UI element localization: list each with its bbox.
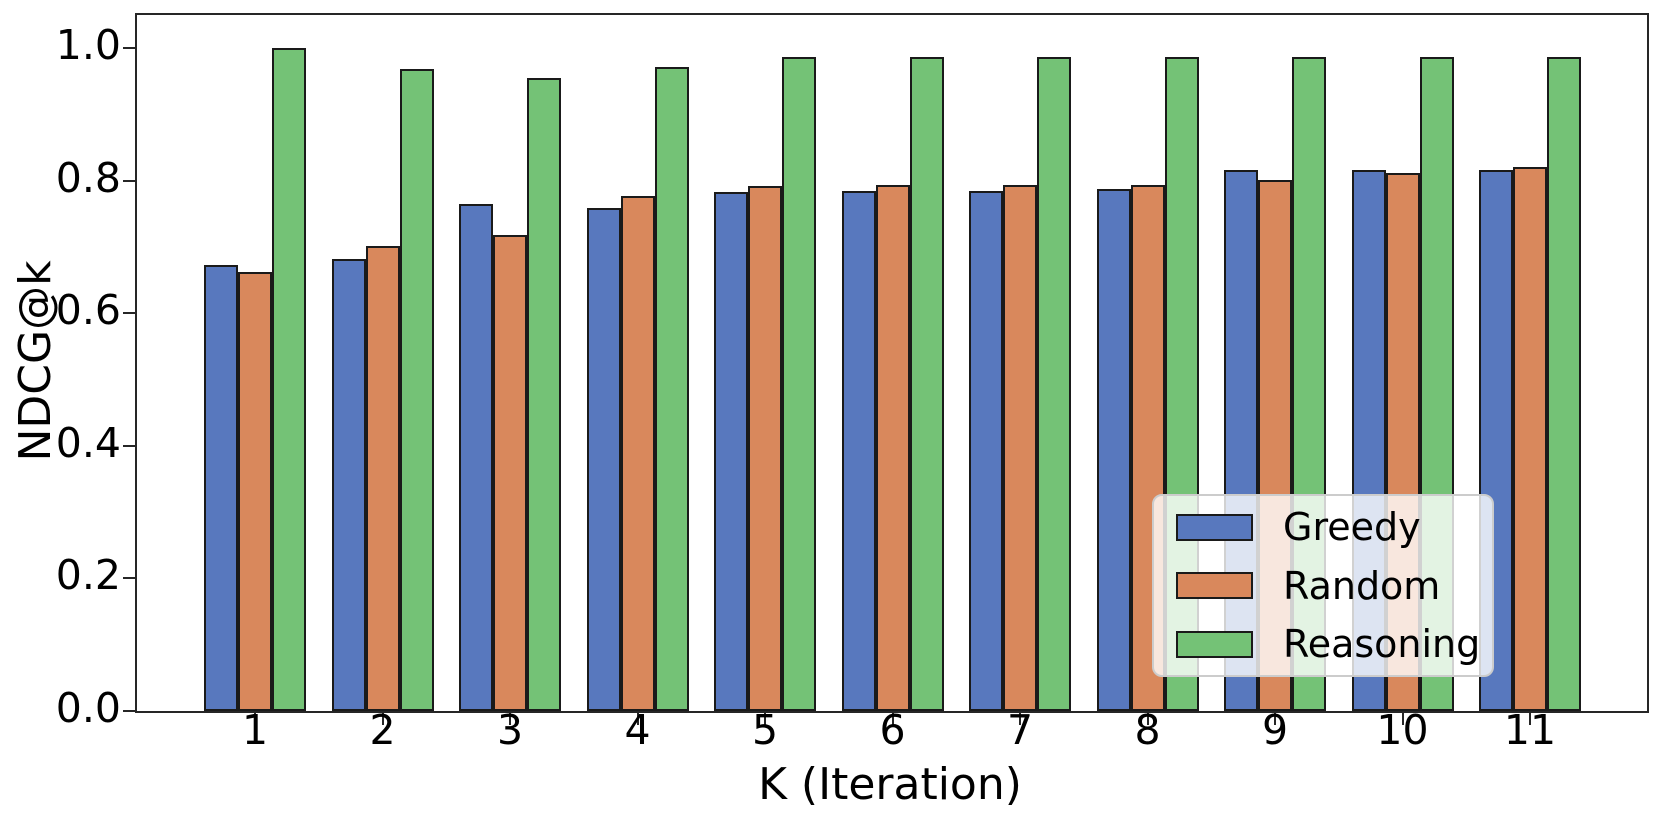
- bar-reasoning-k11: [1547, 57, 1581, 711]
- x-tick-label: 9: [1261, 706, 1289, 754]
- greedy-swatch-icon: [1176, 513, 1253, 541]
- y-tick-label: 0.2: [55, 551, 121, 600]
- legend-item-greedy: Greedy: [1176, 508, 1492, 546]
- y-tick-mark: [123, 444, 135, 447]
- x-tick-mark: [1019, 713, 1021, 725]
- bar-greedy-k1: [204, 265, 238, 711]
- y-tick-mark: [123, 179, 135, 182]
- x-tick-label: 7: [1006, 706, 1034, 754]
- x-tick-label: 8: [1134, 706, 1161, 754]
- x-tick-label: 4: [624, 706, 651, 754]
- x-tick-mark: [509, 713, 511, 725]
- bar-greedy-k2: [331, 259, 366, 711]
- bar-reasoning-k6: [909, 57, 944, 711]
- bar-reasoning-k4: [654, 67, 689, 711]
- bar-reasoning-k5: [782, 57, 816, 711]
- x-tick-mark: [764, 713, 766, 725]
- y-tick-mark: [123, 312, 135, 315]
- y-tick-mark: [123, 47, 135, 49]
- legend-item-random: Random: [1176, 567, 1492, 605]
- x-axis-label: K (Iteration): [758, 759, 1022, 810]
- x-tick-mark: [1146, 713, 1149, 725]
- bar-greedy-k5: [714, 192, 748, 711]
- x-tick-mark: [381, 713, 384, 725]
- bar-greedy-k3: [459, 204, 493, 711]
- bar-random-k5: [748, 186, 782, 711]
- bar-reasoning-k3: [527, 78, 561, 711]
- legend-label-reasoning: Reasoning: [1283, 622, 1481, 666]
- x-tick-mark: [1274, 713, 1276, 725]
- bar-random-k11: [1513, 167, 1547, 711]
- x-tick-mark: [1529, 713, 1531, 725]
- y-tick-mark: [123, 710, 135, 712]
- y-tick-label: 0.6: [55, 286, 121, 335]
- y-tick-label: 0.0: [55, 684, 121, 732]
- bar-random-k6: [875, 185, 910, 711]
- legend: Greedy Random Reasoning: [1152, 494, 1494, 677]
- bar-greedy-k8: [1096, 189, 1131, 711]
- bar-random-k4: [620, 196, 655, 711]
- y-tick-label: 0.8: [55, 153, 121, 202]
- y-tick-label: 0.4: [55, 418, 121, 467]
- legend-label-random: Random: [1283, 563, 1441, 608]
- x-tick-label: 2: [369, 706, 396, 754]
- x-tick-label: 5: [751, 706, 779, 754]
- bar-greedy-k4: [586, 208, 621, 711]
- bar-random-k3: [493, 235, 527, 711]
- legend-label-greedy: Greedy: [1283, 505, 1421, 549]
- x-tick-label: 1: [241, 706, 269, 754]
- x-tick-label: 3: [496, 706, 524, 754]
- x-tick-label: 11: [1503, 706, 1557, 754]
- bar-random-k1: [238, 272, 272, 711]
- bar-reasoning-k2: [399, 69, 434, 711]
- x-tick-mark: [636, 713, 639, 725]
- bar-random-k7: [1003, 185, 1037, 711]
- x-tick-mark: [254, 713, 256, 725]
- bar-greedy-k6: [841, 191, 876, 711]
- y-tick-label: 1.0: [55, 21, 121, 69]
- legend-item-reasoning: Reasoning: [1176, 625, 1492, 663]
- bar-reasoning-k7: [1037, 57, 1071, 711]
- bar-reasoning-k1: [272, 48, 306, 711]
- random-swatch-icon: [1176, 572, 1253, 599]
- y-tick-mark: [123, 577, 135, 580]
- x-tick-label: 6: [879, 706, 906, 754]
- x-tick-mark: [891, 713, 894, 725]
- x-tick-mark: [1401, 713, 1404, 725]
- bar-random-k2: [365, 246, 400, 711]
- bar-greedy-k7: [969, 191, 1003, 711]
- x-tick-label: 10: [1376, 706, 1429, 754]
- reasoning-swatch-icon: [1176, 630, 1253, 658]
